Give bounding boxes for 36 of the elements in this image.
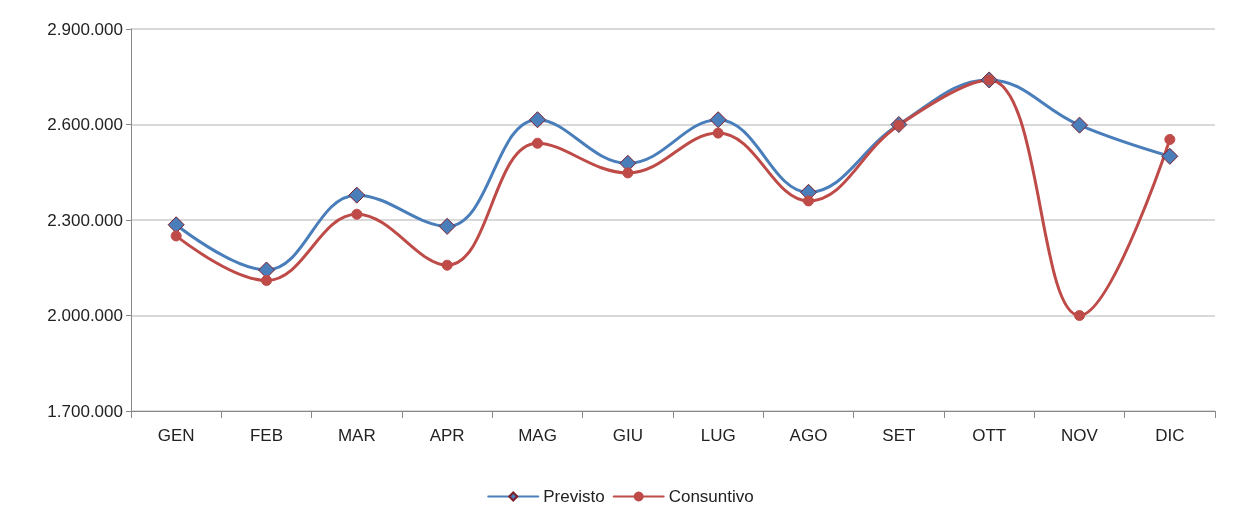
x-tick-label: LUG	[700, 426, 736, 445]
x-tick-label: AGO	[789, 426, 828, 445]
legend-label: Previsto	[543, 487, 605, 506]
y-tick-label: 2.900.000	[47, 19, 123, 39]
y-tick-label: 2.600.000	[47, 115, 123, 134]
x-tick-label: GIU	[612, 426, 643, 445]
point	[1074, 310, 1085, 321]
point	[441, 259, 453, 271]
x-tick-label: SET	[882, 426, 916, 445]
point	[348, 186, 366, 204]
x-tick-label: GEN	[157, 426, 195, 445]
point	[803, 195, 814, 207]
point	[167, 216, 185, 234]
x-tick-label: MAG	[518, 426, 557, 445]
legend-label: Consuntivo	[668, 487, 754, 506]
point	[351, 208, 363, 220]
x-tick-label: APR	[429, 426, 465, 445]
y-tick-label: 1.700.000	[47, 401, 123, 421]
point	[261, 274, 272, 286]
y-tick-label: 2.000.000	[47, 306, 123, 325]
x-tick-label: FEB	[249, 426, 284, 445]
point	[438, 217, 456, 235]
y-tick-label: 2.300.000	[47, 210, 123, 230]
point	[712, 127, 724, 139]
point	[622, 167, 634, 179]
x-tick-label: OTT	[972, 426, 1007, 445]
point	[709, 111, 727, 129]
point	[532, 137, 543, 149]
x-tick-label: NOV	[1061, 426, 1099, 445]
point	[170, 230, 182, 242]
point	[1161, 147, 1179, 165]
point	[529, 111, 546, 129]
point	[1164, 133, 1176, 145]
x-tick-label: MAR	[337, 426, 376, 445]
point	[1071, 116, 1088, 134]
x-tick-label: DIC	[1155, 426, 1185, 445]
